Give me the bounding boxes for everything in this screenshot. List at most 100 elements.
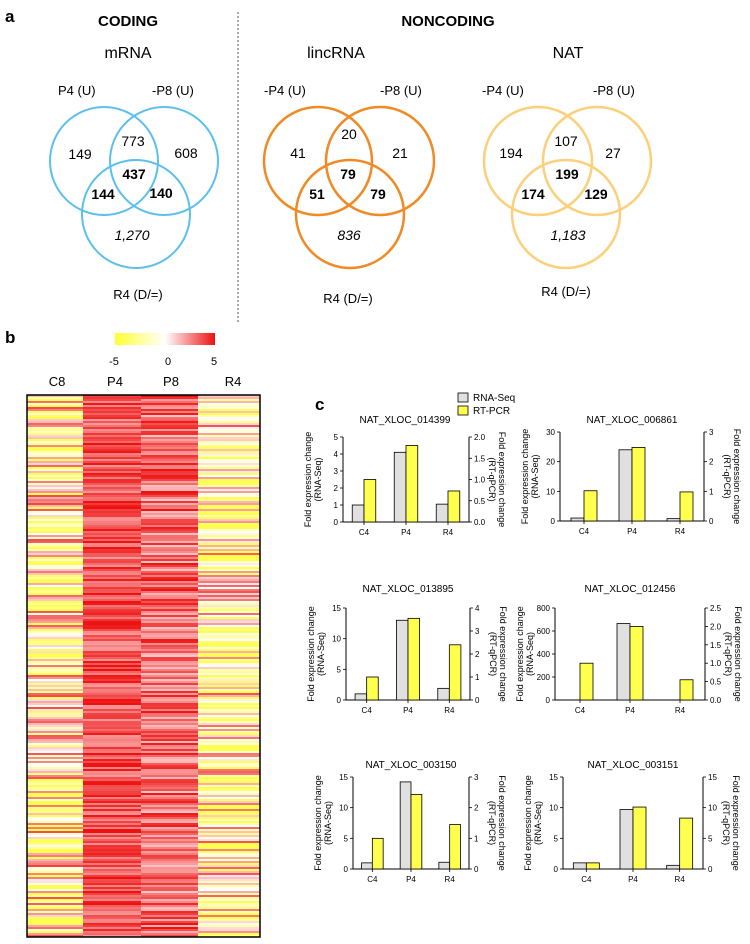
heatmap-cell bbox=[198, 611, 260, 614]
heatmap-cell bbox=[141, 583, 198, 586]
heatmap-cell bbox=[198, 487, 260, 490]
heatmap-cell bbox=[141, 483, 198, 486]
heatmap-cell bbox=[83, 585, 141, 588]
venn-nat: NAT -P4 (U) -P8 (U) R4 (D/=) 194 107 27 … bbox=[482, 45, 653, 299]
heatmap-cell bbox=[27, 927, 83, 930]
heatmap-cell bbox=[141, 903, 198, 906]
heatmap-cell bbox=[83, 501, 141, 504]
heatmap-cell bbox=[141, 435, 198, 438]
heatmap-cell bbox=[141, 515, 198, 518]
heatmap-cell bbox=[83, 707, 141, 710]
heatmap-cell bbox=[27, 917, 83, 920]
heatmap-cell bbox=[198, 913, 260, 916]
heatmap-cell bbox=[27, 857, 83, 860]
left-axis-label: Fold expression change(RNA-Seq) bbox=[523, 775, 543, 871]
heatmap-cell bbox=[27, 693, 83, 696]
heatmap-cell bbox=[198, 863, 260, 866]
heatmap-cell bbox=[83, 631, 141, 634]
x-tick-label: R4 bbox=[444, 706, 455, 715]
heatmap-cell bbox=[141, 719, 198, 722]
heatmap-cell bbox=[198, 733, 260, 736]
heatmap-cell bbox=[198, 895, 260, 898]
heatmap-cell bbox=[141, 871, 198, 874]
heatmap-cell bbox=[198, 629, 260, 632]
heatmap-cells bbox=[27, 395, 260, 938]
venn-count-ac: 144 bbox=[91, 186, 115, 202]
right-axis-label-line: (RT-qPCR) bbox=[723, 632, 733, 676]
heatmap-cell bbox=[141, 433, 198, 436]
heatmap-cell bbox=[27, 729, 83, 732]
right-tick-label: 2.0 bbox=[710, 622, 722, 631]
heatmap-cell bbox=[83, 851, 141, 854]
heatmap-cell bbox=[83, 711, 141, 714]
heatmap-cell bbox=[141, 563, 198, 566]
heatmap-cell bbox=[141, 821, 198, 824]
heatmap-cell bbox=[27, 813, 83, 816]
heatmap-cell bbox=[27, 603, 83, 606]
heatmap-cell bbox=[198, 745, 260, 748]
heatmap-cell bbox=[83, 665, 141, 668]
heatmap-cell bbox=[27, 933, 83, 936]
heatmap-cell bbox=[83, 735, 141, 738]
heatmap-cell bbox=[198, 841, 260, 844]
heatmap-cell bbox=[27, 861, 83, 864]
left-tick-label: 10 bbox=[332, 635, 341, 644]
heatmap-cell bbox=[83, 669, 141, 672]
heatmap-cell bbox=[83, 719, 141, 722]
heatmap-cell bbox=[198, 633, 260, 636]
heatmap-cell bbox=[83, 839, 141, 842]
heatmap-cell bbox=[83, 823, 141, 826]
heatmap-cell bbox=[27, 611, 83, 614]
bar-rtpcr bbox=[371, 837, 384, 870]
heatmap-cell bbox=[198, 405, 260, 408]
heatmap-cell bbox=[141, 675, 198, 678]
heatmap-cell bbox=[83, 447, 141, 450]
heatmap-cell bbox=[198, 923, 260, 926]
heatmap-cell bbox=[198, 675, 260, 678]
heatmap-cell bbox=[198, 927, 260, 930]
bar-rtpcr bbox=[679, 491, 694, 522]
heatmap-cell bbox=[83, 663, 141, 666]
right-axis-label-line: (RT-qPCR) bbox=[722, 454, 732, 498]
venn-title: mRNA bbox=[104, 45, 151, 62]
heatmap-cell bbox=[198, 697, 260, 700]
heatmap-cell bbox=[27, 649, 83, 652]
heatmap-cell bbox=[141, 453, 198, 456]
heatmap-cell bbox=[83, 751, 141, 754]
heatmap-cell bbox=[83, 895, 141, 898]
heatmap-cell bbox=[198, 847, 260, 850]
heatmap-cell bbox=[27, 593, 83, 596]
heatmap-cell bbox=[141, 683, 198, 686]
bar-rnaseq bbox=[396, 619, 409, 701]
heatmap-cell bbox=[83, 737, 141, 740]
heatmap-cell bbox=[27, 605, 83, 608]
heatmap-cell bbox=[27, 713, 83, 716]
heatmap-cell bbox=[27, 459, 83, 462]
heatmap-cell bbox=[198, 737, 260, 740]
heatmap-cell bbox=[83, 745, 141, 748]
heatmap-cell bbox=[27, 675, 83, 678]
heatmap-cell bbox=[27, 783, 83, 786]
venn-title: NAT bbox=[553, 45, 584, 62]
x-tick-label: C4 bbox=[581, 875, 592, 884]
heatmap-cell bbox=[198, 423, 260, 426]
heatmap-cell bbox=[83, 499, 141, 502]
heatmap-cell bbox=[141, 737, 198, 740]
heatmap-cell bbox=[83, 807, 141, 810]
heatmap-cell bbox=[141, 725, 198, 728]
heatmap-cell bbox=[27, 637, 83, 640]
heatmap-cell bbox=[83, 415, 141, 418]
heatmap-cell bbox=[83, 455, 141, 458]
section-title-coding: CODING bbox=[98, 13, 158, 30]
heatmap-cell bbox=[27, 401, 83, 404]
heatmap-cell bbox=[141, 665, 198, 668]
heatmap-cell bbox=[141, 783, 198, 786]
heatmap-cell bbox=[141, 659, 198, 662]
bar-rtpcr bbox=[629, 626, 644, 701]
heatmap-cell bbox=[83, 875, 141, 878]
heatmap-cell bbox=[198, 419, 260, 422]
heatmap-cell bbox=[198, 425, 260, 428]
heatmap-cell bbox=[27, 871, 83, 874]
heatmap-cell bbox=[83, 431, 141, 434]
heatmap-cell bbox=[27, 685, 83, 688]
